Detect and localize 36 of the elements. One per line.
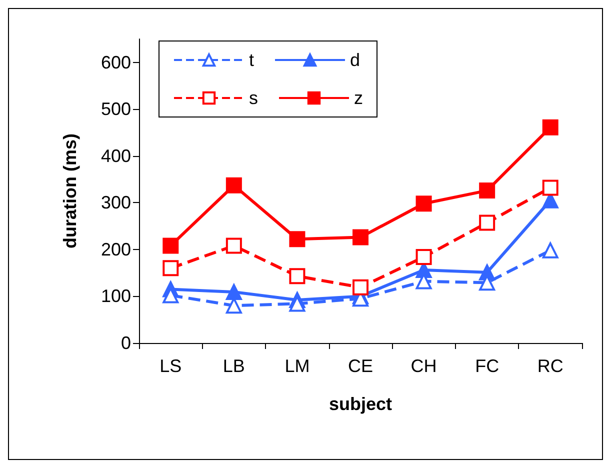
x-tick-label: LM — [284, 356, 310, 376]
point — [416, 196, 432, 212]
point — [542, 180, 558, 196]
point — [479, 214, 496, 231]
point — [289, 268, 306, 284]
point — [479, 182, 496, 199]
point — [542, 119, 558, 136]
point — [416, 248, 432, 265]
x-tick-label: CE — [348, 356, 374, 376]
point — [162, 260, 179, 276]
x-axis-title: subject — [328, 394, 392, 414]
legend-label: z — [354, 88, 363, 108]
x-tick-label: FC — [475, 356, 500, 376]
point — [162, 238, 179, 254]
y-tick-label: 500 — [100, 99, 131, 120]
y-axis-title: duration (ms) — [60, 134, 80, 248]
y-tick-label: 100 — [100, 286, 131, 306]
legend-label: d — [350, 50, 360, 70]
x-tick-label: CH — [410, 356, 437, 376]
point — [352, 229, 368, 246]
point — [289, 231, 306, 248]
point — [226, 177, 242, 194]
x-tick-label: LB — [222, 356, 245, 376]
x-tick-label: LS — [160, 356, 182, 376]
y-tick-label: 300 — [100, 192, 131, 213]
point — [542, 242, 558, 258]
legend-label: t — [249, 50, 254, 70]
y-tick-label: 0 — [120, 333, 131, 353]
y-tick-label: 600 — [100, 52, 131, 72]
point — [226, 284, 242, 300]
x-tick-label: RC — [537, 356, 564, 376]
legend-label: s — [249, 88, 258, 108]
point — [226, 238, 242, 254]
y-tick-label: 400 — [100, 146, 131, 166]
y-tick-label: 200 — [100, 239, 131, 260]
point — [352, 279, 368, 296]
